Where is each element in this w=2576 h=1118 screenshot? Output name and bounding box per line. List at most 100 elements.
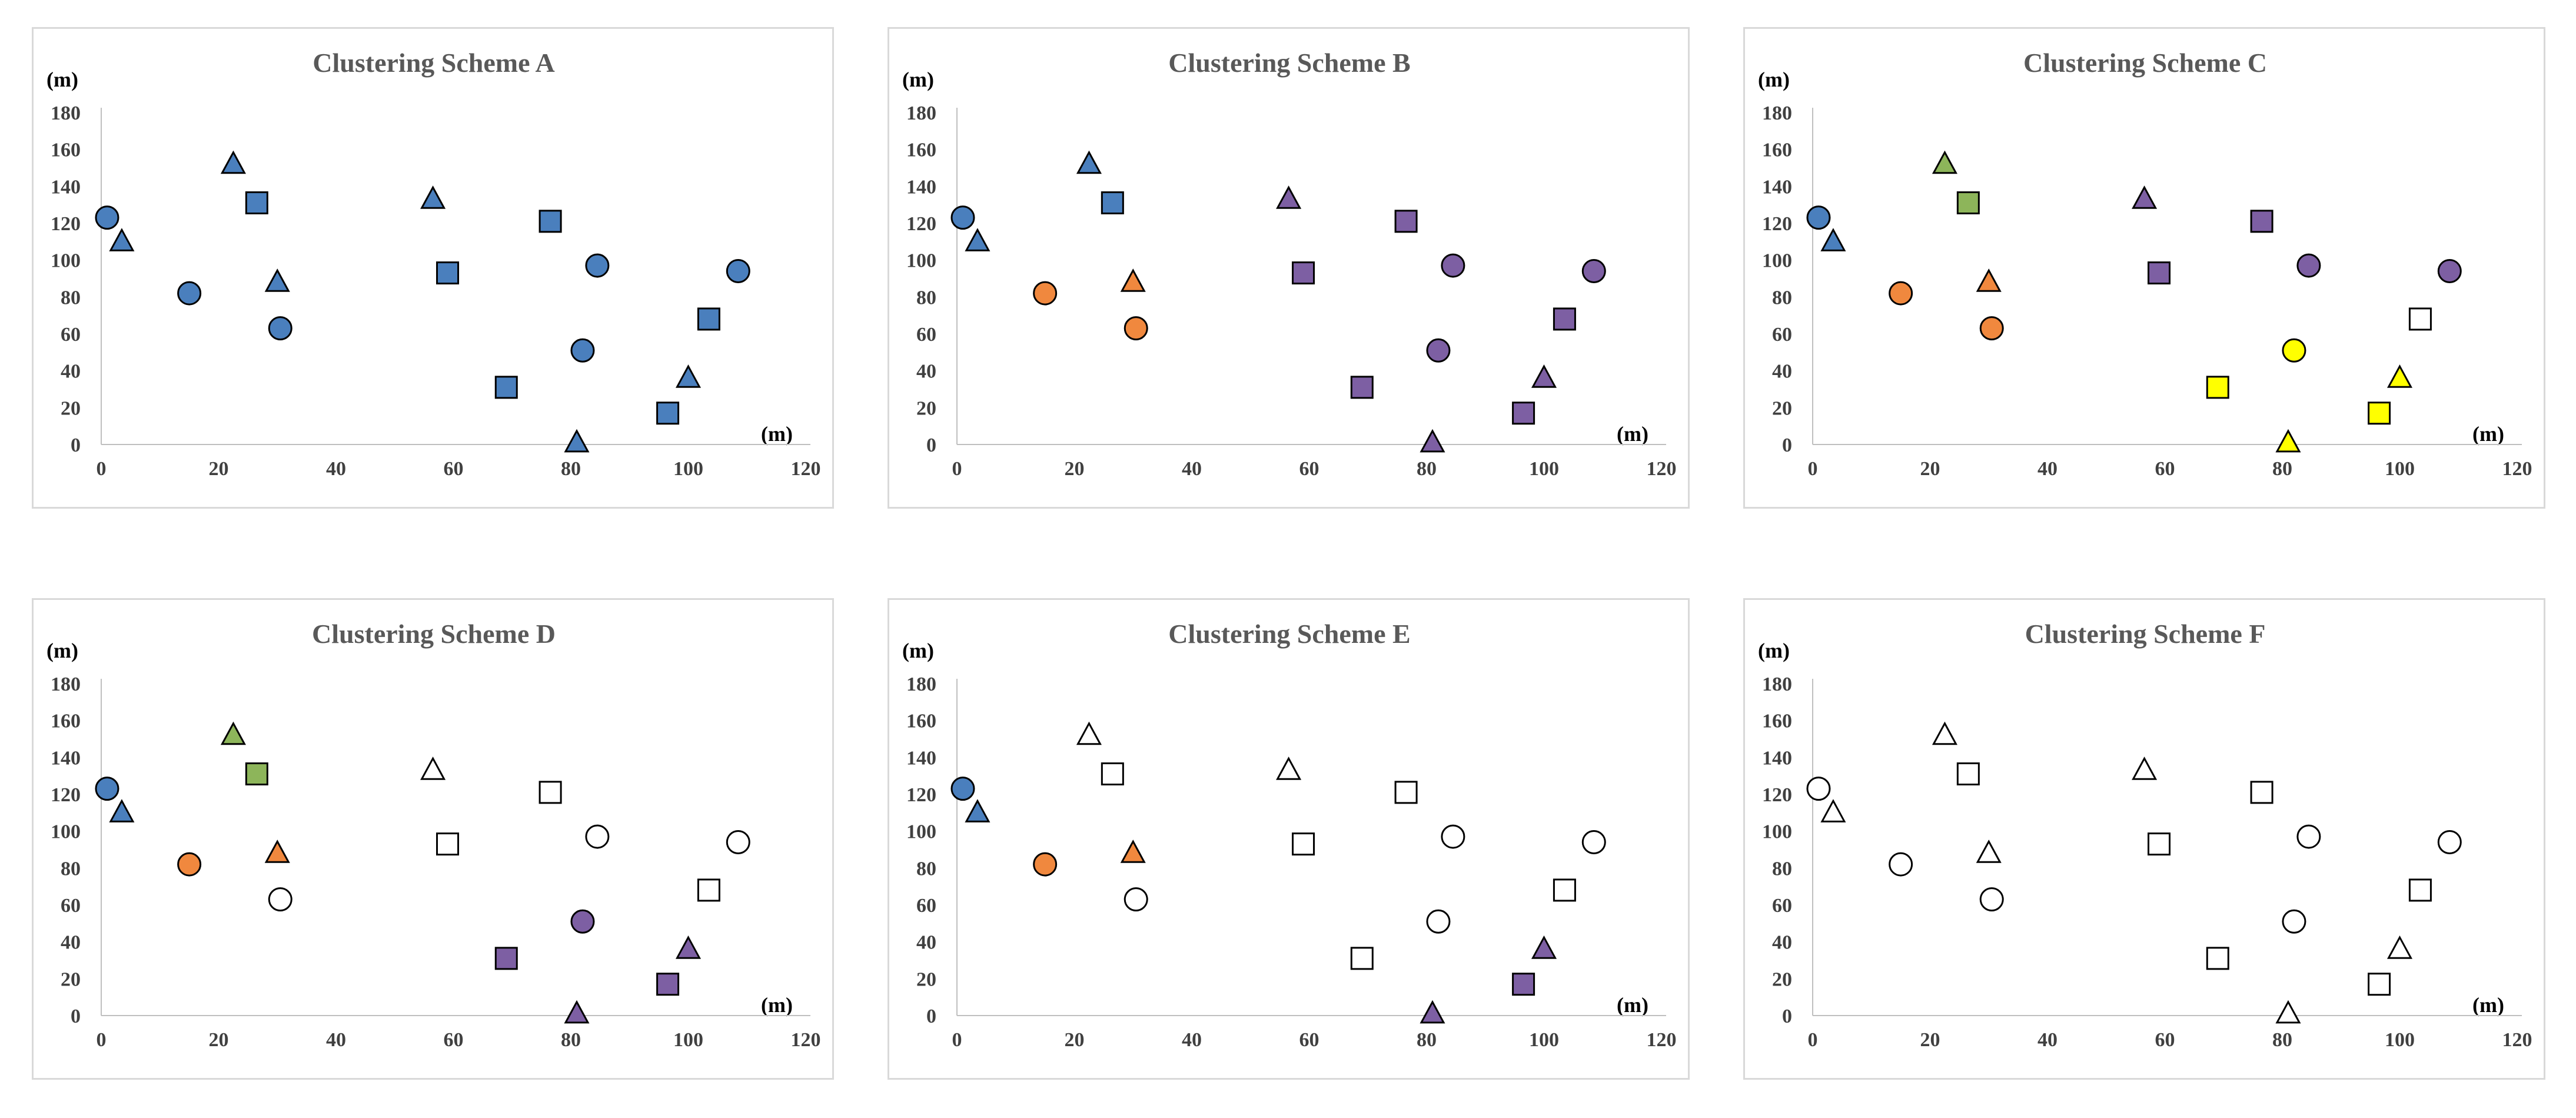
data-point-square	[539, 210, 562, 233]
chart-panel-scheme-c: Clustering Scheme C (m) (m) 0 20 40 60 80 100 120…	[1743, 27, 2545, 509]
data-point-circle	[1979, 316, 2004, 341]
data-point-circle	[268, 316, 292, 341]
x-tick-label: 20	[209, 1029, 229, 1051]
x-tick-label: 120	[1647, 1029, 1677, 1051]
y-axis-unit-label: (m)	[46, 639, 78, 662]
y-tick-label: 180	[51, 102, 81, 124]
x-tick-label: 40	[326, 458, 346, 480]
data-point-square	[1956, 762, 1980, 786]
data-point-square	[1512, 973, 1535, 996]
x-tick-label: 100	[1529, 458, 1559, 480]
y-tick-label: 120	[906, 784, 936, 806]
data-point-circle	[1033, 281, 1058, 306]
y-tick-label: 120	[51, 784, 81, 806]
y-tick-label: 100	[1762, 821, 1792, 843]
y-tick-label: 0	[71, 1006, 81, 1027]
data-point-triangle	[564, 1000, 590, 1024]
y-tick-label: 0	[926, 1006, 936, 1027]
x-tick-label: 100	[673, 458, 703, 480]
y-tick-label: 60	[61, 324, 81, 346]
y-tick-label: 120	[51, 213, 81, 235]
data-point-circle	[1124, 887, 1148, 912]
chart-panel-scheme-d: Clustering Scheme D (m) (m) 0 20 40 60 80 100 120…	[32, 598, 834, 1080]
x-tick-label: 120	[791, 458, 821, 480]
data-point-square	[1956, 191, 1980, 215]
x-tick-label: 0	[952, 1029, 962, 1051]
y-tick-label: 120	[906, 213, 936, 235]
y-tick-label: 140	[1762, 747, 1792, 769]
data-point-triangle	[1276, 757, 1302, 780]
y-axis-unit-label: (m)	[46, 68, 78, 91]
x-tick-label: 20	[1920, 1029, 1940, 1051]
data-point-triangle	[1932, 150, 1957, 174]
data-point-circle	[726, 830, 750, 854]
y-tick-label: 180	[1762, 102, 1792, 124]
y-tick-label: 180	[906, 102, 936, 124]
scatter-chart: Clustering Scheme B (m) (m) 0 20 40 60 80 100 120…	[902, 48, 1677, 480]
x-tick-label: 80	[561, 1029, 581, 1051]
data-point-square	[1101, 762, 1124, 786]
x-tick-label: 80	[561, 458, 581, 480]
y-tick-label: 180	[51, 674, 81, 695]
y-tick-label: 80	[916, 287, 936, 308]
x-tick-label: 80	[2272, 1029, 2292, 1051]
y-tick-label: 20	[916, 397, 936, 419]
data-point-circle	[2282, 909, 2306, 934]
y-tick-label: 20	[61, 397, 81, 419]
chart-title: Clustering Scheme A	[313, 48, 554, 78]
data-point-circle	[570, 338, 595, 363]
data-point-circle	[2296, 824, 2321, 849]
data-point-square	[2408, 307, 2432, 331]
data-point-circle	[950, 205, 975, 230]
data-point-triangle	[220, 721, 246, 745]
data-point-square	[1394, 210, 1418, 233]
chart-panel-scheme-a: Clustering Scheme A (m) (m) 0 20 40 60 80 100 120…	[32, 27, 834, 509]
data-point-circle	[1033, 852, 1058, 877]
data-point-circle	[950, 777, 975, 801]
data-point-triangle	[1120, 840, 1146, 863]
data-point-circle	[1581, 258, 1606, 283]
y-tick-label: 20	[916, 968, 936, 990]
data-point-triangle	[420, 185, 446, 209]
data-point-triangle	[109, 799, 135, 822]
chart-title: Clustering Scheme C	[2023, 48, 2267, 78]
data-point-circle	[1426, 909, 1451, 934]
data-point-circle	[95, 205, 119, 230]
y-tick-label: 100	[906, 821, 936, 843]
data-point-square	[656, 402, 680, 425]
y-tick-label: 60	[1772, 324, 1792, 346]
data-point-circle	[570, 909, 595, 934]
data-point-square	[656, 973, 680, 996]
data-point-triangle	[2275, 1000, 2301, 1024]
data-point-triangle	[264, 840, 290, 863]
y-tick-label: 60	[916, 895, 936, 917]
x-axis-unit-label: (m)	[2472, 993, 2504, 1017]
y-tick-label: 40	[916, 361, 936, 383]
data-point-square	[2148, 832, 2171, 856]
x-tick-label: 40	[1182, 458, 1202, 480]
chart-panel-scheme-e: Clustering Scheme E (m) (m) 0 20 40 60 80 100 120…	[888, 598, 1690, 1080]
data-point-circle	[1806, 205, 1831, 230]
data-point-triangle	[1531, 364, 1557, 388]
data-point-square	[2250, 781, 2273, 804]
data-point-square	[2368, 402, 2391, 425]
y-tick-label: 60	[916, 324, 936, 346]
data-point-circle	[177, 281, 202, 306]
data-point-triangle	[2386, 364, 2413, 388]
x-axis-unit-label: (m)	[2472, 422, 2504, 446]
data-point-triangle	[2275, 429, 2301, 453]
scatter-chart: Clustering Scheme A (m) (m) 0 20 40 60 80 100 120…	[46, 48, 821, 480]
y-tick-label: 120	[1762, 213, 1792, 235]
y-tick-label: 140	[51, 176, 81, 198]
x-tick-label: 40	[326, 1029, 346, 1051]
data-point-square	[2368, 973, 2391, 996]
y-tick-label: 20	[1772, 968, 1792, 990]
x-tick-label: 20	[1920, 458, 1940, 480]
y-tick-label: 80	[61, 858, 81, 880]
data-point-triangle	[1976, 840, 2002, 863]
x-tick-label: 60	[444, 1029, 464, 1051]
data-point-square	[539, 781, 562, 804]
x-axis-unit-label: (m)	[761, 422, 793, 446]
y-tick-label: 60	[1772, 895, 1792, 917]
data-point-triangle	[264, 268, 290, 292]
